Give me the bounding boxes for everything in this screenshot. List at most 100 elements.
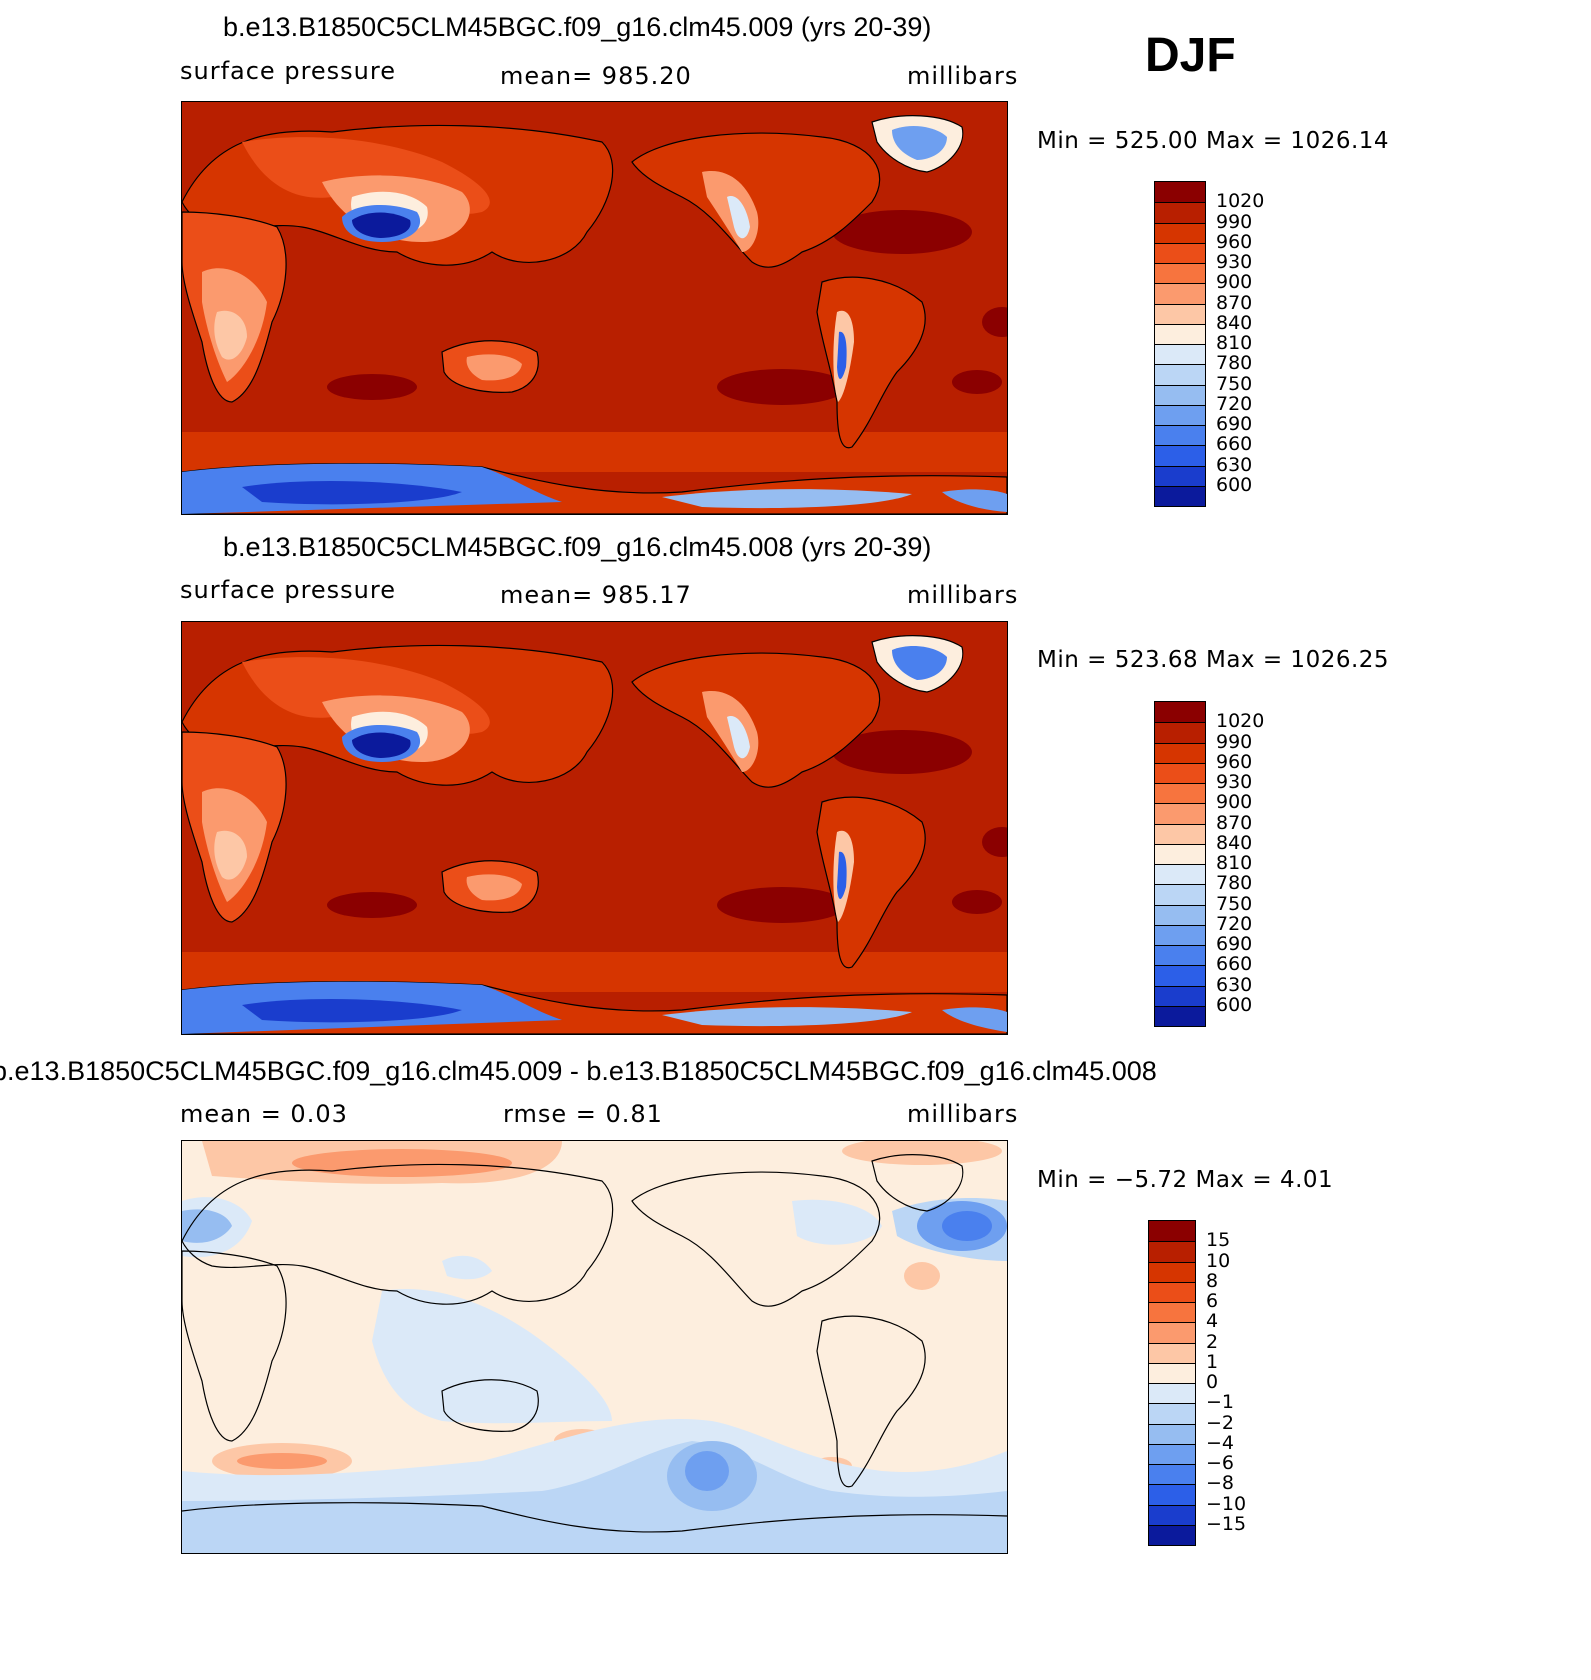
panel-3-mean-label: mean = 0.03 bbox=[180, 1100, 348, 1128]
colorbar-2-tick-label: 990 bbox=[1216, 730, 1253, 753]
colorbar-1-tick-label: 630 bbox=[1216, 453, 1253, 476]
colorbar-3-swatch bbox=[1149, 1342, 1195, 1363]
colorbar-1-swatch bbox=[1155, 364, 1205, 385]
panel-1-title: b.e13.B1850C5CLM45BGC.f09_g16.clm45.009 … bbox=[223, 12, 932, 42]
panel-1-minmax: Min = 525.00 Max = 1026.14 bbox=[1037, 128, 1390, 154]
colorbar-2-swatch bbox=[1155, 762, 1205, 783]
colorbar-3-swatch bbox=[1149, 1221, 1195, 1242]
colorbar-3-swatch bbox=[1149, 1504, 1195, 1525]
colorbar-3-tick-label: 15 bbox=[1206, 1229, 1231, 1252]
colorbar-1-swatch bbox=[1155, 323, 1205, 344]
colorbar-1-swatch bbox=[1155, 182, 1205, 203]
colorbar-3-swatch bbox=[1149, 1443, 1195, 1464]
colorbar-3-tick-label: −6 bbox=[1206, 1452, 1235, 1474]
colorbar-2-swatch bbox=[1155, 803, 1205, 824]
panel-1-units-label: millibars bbox=[907, 62, 1019, 90]
colorbar-3-swatch bbox=[1149, 1322, 1195, 1343]
panel-2-mean-label: mean= 985.17 bbox=[500, 581, 692, 609]
colorbar-1-swatch bbox=[1155, 263, 1205, 284]
colorbar-1-swatch bbox=[1155, 283, 1205, 304]
colorbar-2-tick-label: 960 bbox=[1216, 750, 1253, 773]
colorbar-2-swatch bbox=[1155, 783, 1205, 804]
colorbar-3-swatch bbox=[1149, 1362, 1195, 1383]
colorbar-3-swatch bbox=[1149, 1403, 1195, 1424]
colorbar-2-swatch bbox=[1155, 722, 1205, 743]
colorbar-3-tick-label: −4 bbox=[1206, 1431, 1235, 1454]
colorbar-2-tick-label: 690 bbox=[1216, 933, 1253, 955]
colorbar-2-tick-label: 870 bbox=[1216, 811, 1253, 834]
colorbar-1-tick-label: 720 bbox=[1216, 392, 1253, 415]
colorbar-2-tick-label: 1020 bbox=[1216, 710, 1265, 733]
panel-1-mean-label: mean= 985.20 bbox=[500, 62, 692, 90]
panel-2-contours bbox=[182, 635, 1007, 1034]
colorbar-2-tick-label: 630 bbox=[1216, 973, 1253, 996]
colorbar-1-tick-label: 780 bbox=[1216, 352, 1253, 375]
colorbar-2-swatch bbox=[1155, 985, 1205, 1006]
colorbar-1-tick-label: 840 bbox=[1216, 311, 1253, 334]
colorbar-2-swatch bbox=[1155, 864, 1205, 885]
colorbar-3-tick-label: −15 bbox=[1206, 1512, 1247, 1535]
colorbar-1-swatch bbox=[1155, 485, 1205, 506]
colorbar-1-swatch bbox=[1155, 242, 1205, 263]
colorbar-2-swatch bbox=[1155, 702, 1205, 723]
colorbar-1-tick-label: 660 bbox=[1216, 433, 1253, 456]
colorbar-2-swatch bbox=[1155, 1005, 1205, 1026]
panel-2-minmax: Min = 523.68 Max = 1026.25 bbox=[1037, 647, 1390, 673]
colorbar-1-tick-label: 990 bbox=[1216, 210, 1253, 233]
colorbar-1-swatch bbox=[1155, 303, 1205, 324]
colorbar-3-tick-label: 2 bbox=[1206, 1330, 1219, 1353]
colorbar-1-swatch bbox=[1155, 384, 1205, 405]
panel-1-colorbar bbox=[1154, 181, 1206, 507]
panel-2-map bbox=[181, 621, 1008, 1035]
colorbar-2-swatch bbox=[1155, 823, 1205, 844]
colorbar-2-swatch bbox=[1155, 965, 1205, 986]
season-label: DJF bbox=[1145, 29, 1236, 82]
colorbar-3-tick-label: −1 bbox=[1206, 1391, 1235, 1414]
colorbar-1-tick-label: 750 bbox=[1216, 372, 1253, 395]
colorbar-3-swatch bbox=[1149, 1383, 1195, 1404]
panel-3-rmse-label: rmse = 0.81 bbox=[503, 1100, 663, 1128]
colorbar-2-tick-label: 720 bbox=[1216, 912, 1253, 935]
colorbar-2-tick-label: 660 bbox=[1216, 953, 1253, 976]
colorbar-3-swatch bbox=[1149, 1524, 1195, 1545]
colorbar-3-swatch bbox=[1149, 1241, 1195, 1262]
colorbar-1-tick-label: 900 bbox=[1216, 271, 1253, 294]
colorbar-2-tick-label: 900 bbox=[1216, 791, 1253, 814]
colorbar-3-swatch bbox=[1149, 1302, 1195, 1323]
panel-3-units-label: millibars bbox=[907, 1100, 1019, 1128]
colorbar-2-swatch bbox=[1155, 843, 1205, 864]
colorbar-3-tick-label: 8 bbox=[1206, 1269, 1219, 1292]
colorbar-3-tick-label: 6 bbox=[1206, 1290, 1219, 1312]
colorbar-3-swatch bbox=[1149, 1261, 1195, 1282]
colorbar-2-tick-label: 780 bbox=[1216, 872, 1253, 895]
colorbar-3-tick-label: 0 bbox=[1206, 1371, 1219, 1393]
colorbar-3-tick-label: −8 bbox=[1206, 1472, 1235, 1495]
colorbar-2-tick-label: 930 bbox=[1216, 771, 1253, 793]
panel-1-map bbox=[181, 101, 1008, 515]
colorbar-3-tick-label: 4 bbox=[1206, 1310, 1219, 1333]
colorbar-2-swatch bbox=[1155, 924, 1205, 945]
panel-2-colorbar bbox=[1154, 701, 1206, 1027]
panel-1-contours bbox=[182, 115, 1007, 514]
colorbar-2-swatch bbox=[1155, 945, 1205, 966]
colorbar-3-tick-label: 1 bbox=[1206, 1350, 1219, 1373]
colorbar-1-tick-label: 690 bbox=[1216, 413, 1253, 435]
colorbar-1-tick-label: 600 bbox=[1216, 473, 1253, 496]
colorbar-1-swatch bbox=[1155, 425, 1205, 446]
colorbar-2-tick-label: 600 bbox=[1216, 993, 1253, 1016]
colorbar-2-tick-label: 840 bbox=[1216, 831, 1253, 854]
panel-3-contours bbox=[182, 1141, 1007, 1553]
panel-3-colorbar bbox=[1148, 1220, 1196, 1546]
colorbar-3-tick-label: 10 bbox=[1206, 1249, 1231, 1272]
colorbar-2-tick-label: 810 bbox=[1216, 852, 1253, 874]
colorbar-3-swatch bbox=[1149, 1281, 1195, 1302]
panel-2-variable-label: surface pressure bbox=[180, 576, 396, 604]
colorbar-1-swatch bbox=[1155, 344, 1205, 365]
panel-3-minmax: Min = −5.72 Max = 4.01 bbox=[1037, 1167, 1334, 1193]
colorbar-1-swatch bbox=[1155, 404, 1205, 425]
colorbar-3-swatch bbox=[1149, 1464, 1195, 1485]
colorbar-3-swatch bbox=[1149, 1423, 1195, 1444]
colorbar-1-swatch bbox=[1155, 202, 1205, 223]
colorbar-1-tick-label: 810 bbox=[1216, 332, 1253, 354]
colorbar-3-tick-label: −2 bbox=[1206, 1411, 1235, 1434]
